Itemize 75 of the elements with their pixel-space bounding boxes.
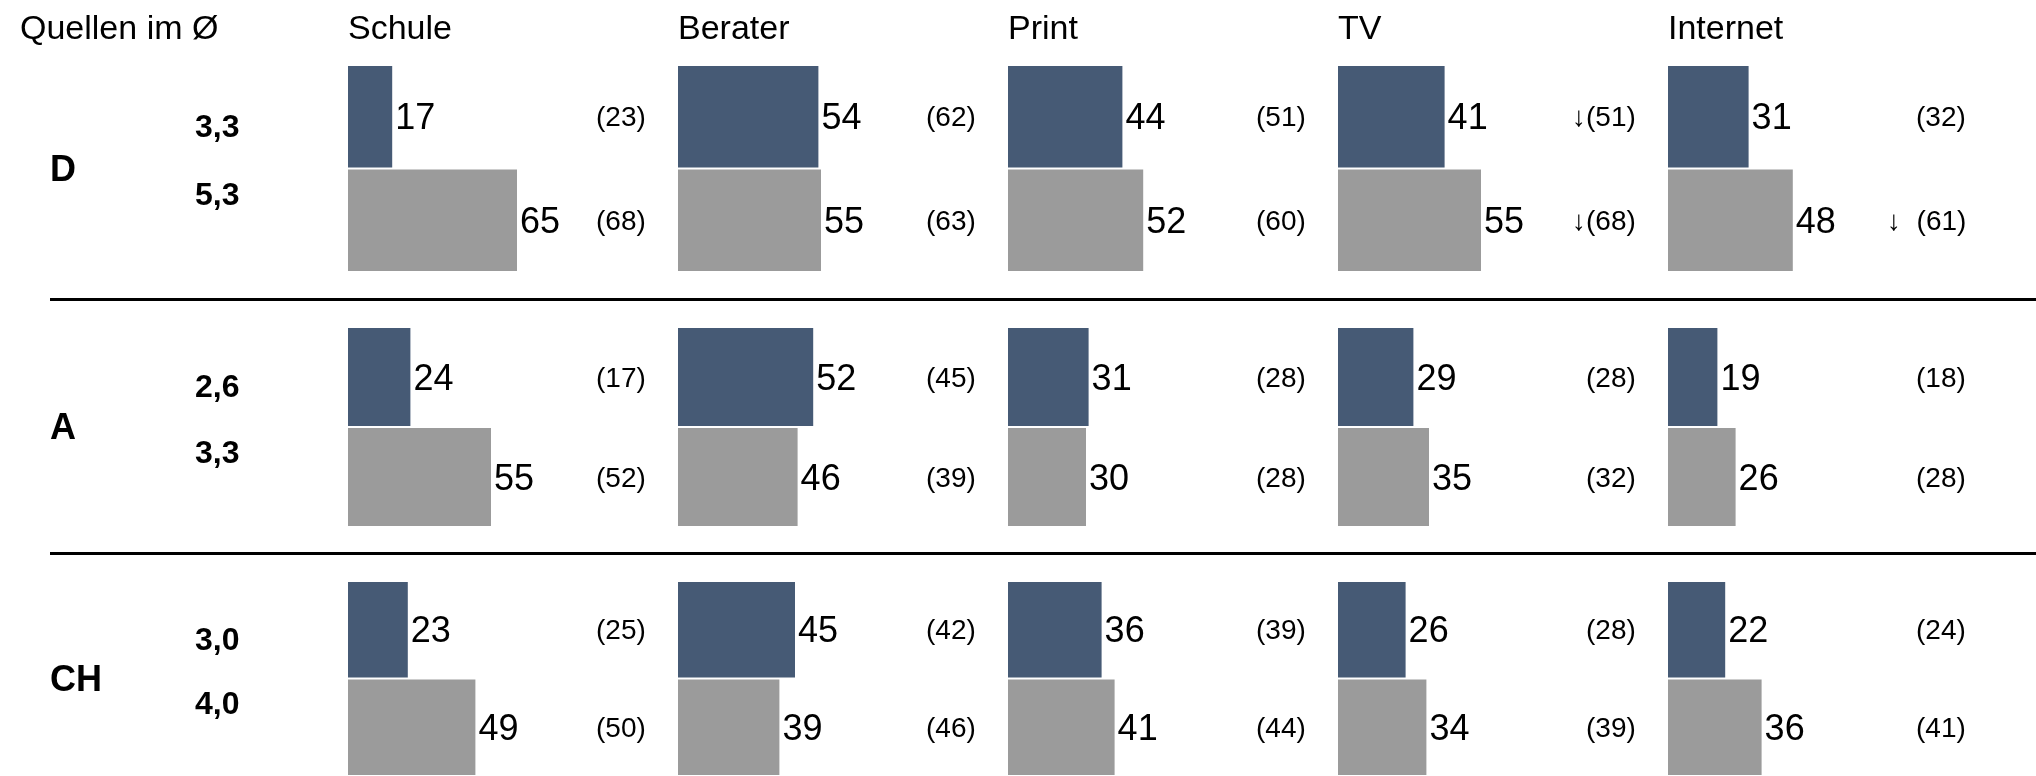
data-label: 55: [824, 199, 865, 241]
text: (39): [926, 462, 976, 493]
text: (42): [926, 614, 976, 645]
data-label: 24: [413, 356, 454, 398]
data-label: 52: [816, 356, 857, 398]
text: (28): [1586, 362, 1636, 393]
data-label: 29: [1416, 356, 1457, 398]
text: (28): [1256, 362, 1306, 393]
data-label: 41: [1117, 706, 1158, 748]
text: (32): [1586, 462, 1636, 493]
text: (60): [1256, 205, 1306, 236]
data-label: 45: [798, 609, 839, 651]
text: (28): [1916, 462, 1966, 493]
data-label: 35: [1432, 456, 1473, 498]
text: (62): [926, 101, 976, 132]
data-label: 26: [1408, 609, 1449, 651]
chart-title: TV: [1338, 7, 1382, 46]
data-label: 31: [1751, 96, 1792, 138]
text: (28): [1256, 462, 1306, 493]
data-label: 23: [410, 609, 451, 651]
text: (50): [596, 712, 646, 743]
text: (63): [926, 205, 976, 236]
text: (25): [596, 614, 646, 645]
data-label: 52: [1146, 199, 1187, 241]
text: (39): [1256, 614, 1306, 645]
data-label: 55: [1484, 199, 1525, 241]
chart-title: Internet: [1668, 7, 1784, 46]
data-label: 44: [1125, 96, 1166, 138]
data-label: 54: [821, 96, 862, 138]
data-label: 36: [1104, 609, 1145, 651]
data-label: 17: [395, 96, 436, 138]
chart-title: Berater: [678, 7, 790, 46]
data-label: 49: [478, 706, 519, 748]
data-label: 55: [494, 456, 535, 498]
text: 5,3: [195, 176, 240, 214]
data-label: 36: [1764, 706, 1805, 748]
text: (28): [1586, 614, 1636, 645]
text: (18): [1916, 362, 1966, 393]
data-label: 41: [1447, 96, 1488, 138]
data-label: 34: [1429, 706, 1470, 748]
text: 2,6: [195, 368, 240, 405]
data-label: 46: [800, 456, 841, 498]
data-label: 48: [1795, 199, 1836, 241]
text: (44): [1256, 712, 1306, 743]
text: (32): [1916, 101, 1966, 132]
text: CH: [50, 657, 102, 700]
text: (51): [1256, 101, 1306, 132]
text: 3,3: [195, 434, 240, 471]
data-label: 31: [1091, 356, 1132, 398]
text: (24): [1916, 614, 1966, 645]
text: D: [50, 147, 76, 190]
text: A: [50, 406, 76, 448]
data-label: 65: [520, 199, 561, 241]
text: (23): [596, 101, 646, 132]
data-label: 30: [1089, 456, 1130, 498]
data-label: 39: [782, 706, 823, 748]
text: ↓(68): [1572, 205, 1636, 236]
text: Quellen im Ø: [20, 8, 219, 47]
text: (68): [596, 205, 646, 236]
text: (39): [1586, 712, 1636, 743]
text: (17): [596, 362, 646, 393]
text: ↓(51): [1572, 101, 1636, 132]
chart-title: Schule: [348, 7, 452, 46]
data-label: 26: [1738, 456, 1779, 498]
text: (52): [596, 462, 646, 493]
text: ↓ (61): [1887, 205, 1967, 236]
text: 3,3: [195, 108, 240, 146]
chart-title: Print: [1008, 7, 1079, 46]
text: 4,0: [195, 684, 240, 722]
text: (46): [926, 712, 976, 743]
text: (41): [1916, 712, 1966, 743]
text: (45): [926, 362, 976, 393]
text: 3,0: [195, 620, 240, 658]
data-label: 22: [1728, 609, 1769, 651]
data-label: 19: [1720, 356, 1761, 398]
